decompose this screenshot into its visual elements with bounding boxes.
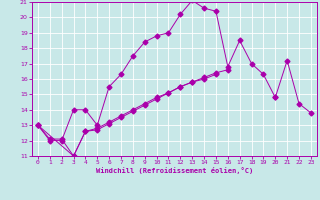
X-axis label: Windchill (Refroidissement éolien,°C): Windchill (Refroidissement éolien,°C) <box>96 167 253 174</box>
